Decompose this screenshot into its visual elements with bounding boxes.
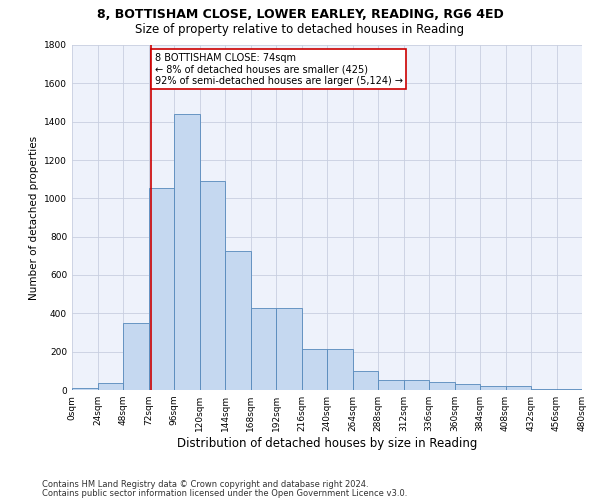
Text: Size of property relative to detached houses in Reading: Size of property relative to detached ho… — [136, 22, 464, 36]
X-axis label: Distribution of detached houses by size in Reading: Distribution of detached houses by size … — [177, 437, 477, 450]
Bar — [302, 349, 327, 390]
Bar — [225, 251, 251, 390]
Bar — [429, 382, 455, 390]
Bar — [72, 388, 97, 390]
Bar — [199, 181, 225, 390]
Bar — [327, 349, 353, 390]
Bar — [404, 380, 429, 390]
Text: Contains HM Land Registry data © Crown copyright and database right 2024.: Contains HM Land Registry data © Crown c… — [42, 480, 368, 489]
Bar — [149, 188, 174, 390]
Text: Contains public sector information licensed under the Open Government Licence v3: Contains public sector information licen… — [42, 489, 407, 498]
Bar — [505, 386, 531, 390]
Bar — [174, 114, 199, 390]
Bar — [251, 308, 276, 390]
Text: 8 BOTTISHAM CLOSE: 74sqm
← 8% of detached houses are smaller (425)
92% of semi-d: 8 BOTTISHAM CLOSE: 74sqm ← 8% of detache… — [155, 52, 403, 86]
Bar — [353, 371, 378, 390]
Bar — [378, 380, 404, 390]
Bar — [557, 389, 582, 390]
Bar — [455, 384, 480, 390]
Bar — [97, 384, 123, 390]
Bar — [480, 386, 505, 390]
Bar — [276, 308, 302, 390]
Bar — [531, 389, 557, 390]
Text: 8, BOTTISHAM CLOSE, LOWER EARLEY, READING, RG6 4ED: 8, BOTTISHAM CLOSE, LOWER EARLEY, READIN… — [97, 8, 503, 20]
Bar — [123, 323, 149, 390]
Y-axis label: Number of detached properties: Number of detached properties — [29, 136, 38, 300]
